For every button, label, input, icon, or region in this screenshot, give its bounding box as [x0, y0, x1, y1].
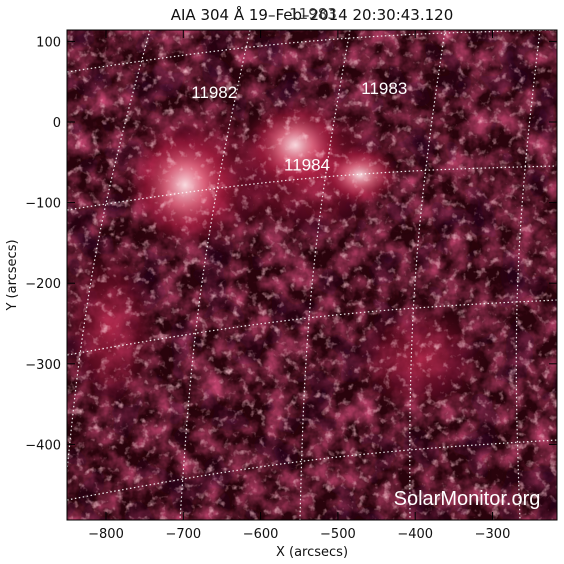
y-tick-label: 100	[36, 35, 61, 50]
grid-line	[515, 30, 541, 520]
x-axis-label: X (arcsecs)	[276, 545, 348, 560]
x-axis-tick-labels: −800 −700 −600 −500 −400 −300	[88, 527, 510, 542]
solar-image	[67, 30, 557, 520]
grid-line	[67, 439, 557, 501]
active-region-label: 11982	[191, 83, 237, 102]
y-tick-label: 0	[53, 116, 61, 131]
x-tick-label: −300	[475, 527, 511, 542]
x-tick-label: −600	[243, 527, 279, 542]
y-tick-label: −200	[25, 277, 61, 292]
fine-structure	[67, 30, 557, 520]
active-region-label: 11984	[284, 155, 330, 174]
x-tick-label: −800	[88, 527, 124, 542]
y-tick-label: −400	[25, 438, 61, 453]
y-tick-label: −300	[25, 358, 61, 373]
plot-frame	[66, 29, 558, 521]
image-title-overlay: 11983	[289, 5, 337, 23]
y-axis-label: Y (arcsecs)	[5, 239, 20, 311]
x-tick-label: −700	[165, 527, 201, 542]
heliographic-grid	[67, 30, 557, 520]
watermark: SolarMonitor.org	[394, 488, 541, 510]
axis-ticks	[67, 30, 557, 520]
y-axis-tick-labels: 100 0 −100 −200 −300 −400	[25, 35, 61, 453]
x-tick-label: −400	[397, 527, 433, 542]
active-region-label: 11983	[361, 79, 407, 98]
x-tick-label: −500	[320, 527, 356, 542]
image-title: AIA 304 Å 19–Feb–2014 20:30:43.120	[171, 5, 454, 24]
y-tick-label: −100	[25, 197, 61, 212]
